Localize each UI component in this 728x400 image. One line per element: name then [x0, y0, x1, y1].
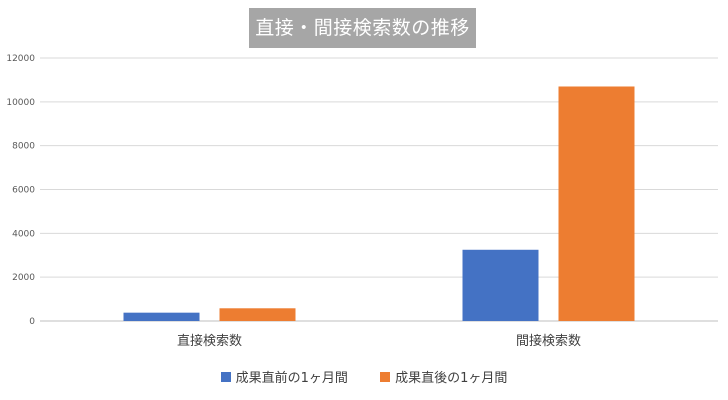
y-tick-label: 0 — [29, 317, 35, 327]
x-category-label: 直接検索数 — [177, 333, 242, 349]
legend-label-before: 成果直前の1ヶ月間 — [235, 371, 348, 386]
y-tick-label: 6000 — [12, 186, 35, 196]
bar — [219, 308, 296, 321]
y-tick-label: 2000 — [12, 273, 35, 283]
bar — [123, 312, 200, 321]
x-category-label: 間接検索数 — [516, 333, 581, 349]
chart-title: 直接・間接検索数の推移 — [249, 8, 476, 48]
legend-item-after: 成果直後の1ヶ月間 — [380, 367, 507, 386]
legend-swatch-after — [380, 371, 391, 382]
legend-swatch-before — [220, 371, 231, 382]
y-tick-label: 8000 — [12, 142, 35, 152]
bar — [558, 86, 635, 321]
y-tick-label: 10000 — [6, 98, 35, 108]
legend: 成果直前の1ヶ月間 成果直後の1ヶ月間 — [0, 367, 728, 389]
bar — [462, 249, 539, 321]
legend-item-before: 成果直前の1ヶ月間 — [220, 367, 348, 386]
y-tick-label: 12000 — [6, 54, 35, 64]
y-tick-label: 4000 — [12, 229, 35, 239]
legend-label-after: 成果直後の1ヶ月間 — [395, 371, 508, 386]
